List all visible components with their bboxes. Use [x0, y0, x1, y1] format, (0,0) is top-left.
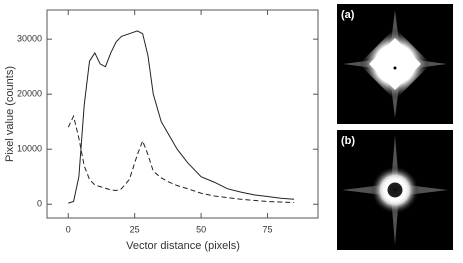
- image-panel-b: (b): [337, 130, 453, 250]
- x-tick-label: 75: [263, 224, 273, 234]
- x-axis-title: Vector distance (pixels): [126, 240, 240, 252]
- y-axis-title: Pixel value (counts): [4, 66, 16, 162]
- image-panel-a: (a): [337, 4, 453, 124]
- panel-label: (a): [341, 9, 355, 21]
- plot-frame: [46, 9, 319, 219]
- y-tick-label: 30000: [17, 34, 42, 44]
- x-tick-label: 50: [196, 224, 206, 234]
- y-tick-label: 0: [37, 199, 42, 209]
- panel-label: (b): [341, 135, 355, 147]
- y-tick-label: 20000: [17, 89, 42, 99]
- x-tick-label: 0: [66, 224, 71, 234]
- data-line: [68, 30, 295, 204]
- y-tick-label: 10000: [17, 144, 42, 154]
- x-tick-label: 25: [130, 224, 140, 234]
- data-line: [67, 114, 295, 204]
